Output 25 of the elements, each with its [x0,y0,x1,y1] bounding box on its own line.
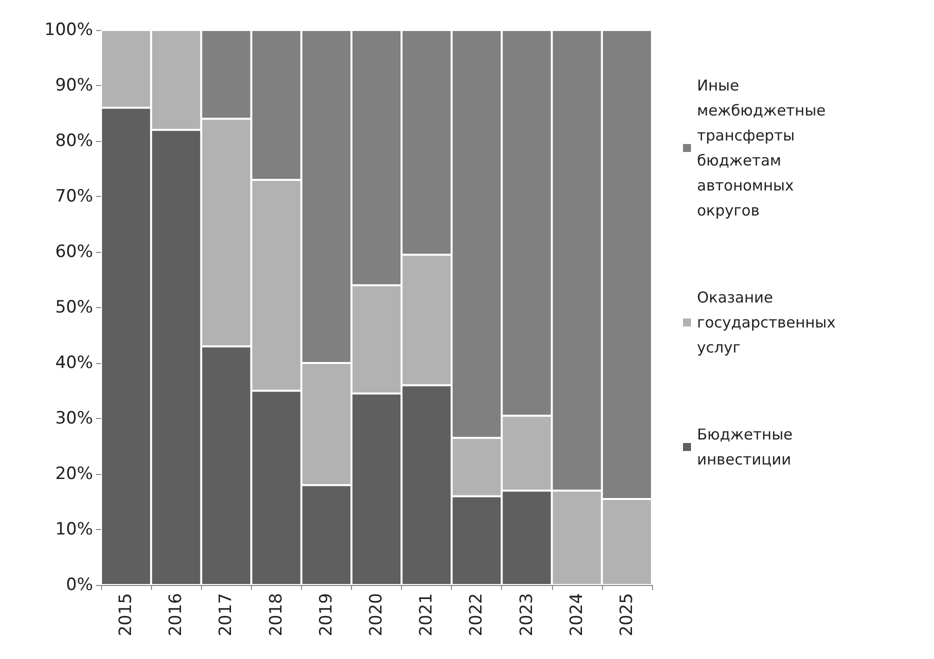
x-tick-label: 2023 [516,593,537,636]
y-tick-label: 30% [55,408,93,428]
x-tick-label: 2022 [466,593,487,636]
x-tick-label: 2018 [266,593,286,636]
x-tick-label: 2024 [566,593,587,636]
y-tick-label: 100% [44,20,93,40]
x-tick-label: 2015 [116,593,136,636]
y-tick-label: 20% [55,464,93,484]
x-tick-label: 2025 [616,593,637,636]
y-tick-label: 50% [55,298,93,318]
x-tick-label: 2019 [316,593,336,636]
y-tick-label: 80% [55,131,93,151]
y-tick-label: 90% [55,76,93,96]
legend-label: Оказание государственных услуг [697,288,840,356]
x-tick-label: 2017 [216,593,236,636]
y-tick-label: 0% [66,575,93,595]
legend-label: Бюджетные инвестиции [697,426,798,468]
y-tick-label: 60% [55,242,93,262]
y-tick-label: 70% [55,186,93,206]
x-tick-label: 2016 [166,593,186,636]
x-tick-label: 2021 [416,593,437,636]
x-tick-label: 2020 [366,593,386,636]
legend-label: Иные межбюджетные трансферты бюджетам автономных округов [697,76,830,220]
y-tick-label: 40% [55,353,93,373]
y-tick-label: 10% [55,520,93,540]
